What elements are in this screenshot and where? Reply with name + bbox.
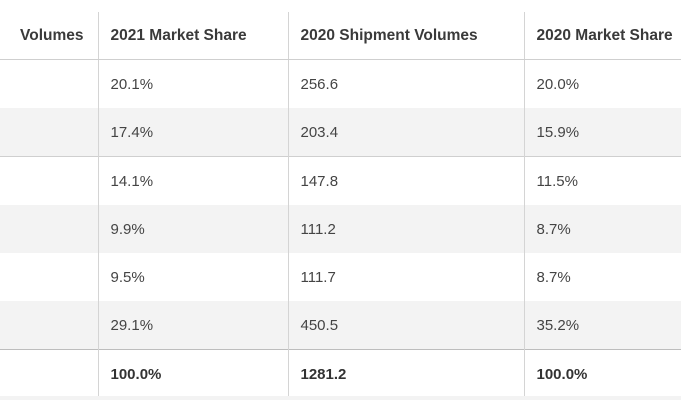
- table-row: 20.1% 256.6 20.0%: [0, 59, 681, 109]
- header-market-share-2020: 2020 Market Share: [523, 12, 681, 60]
- cell-share-2020: 8.7%: [523, 253, 681, 301]
- header-row: Volumes 2021 Market Share 2020 Shipment …: [0, 12, 681, 60]
- cell-volumes: [0, 108, 98, 157]
- bottom-strip: [0, 396, 681, 400]
- table-row: 17.4% 203.4 15.9%: [0, 108, 681, 157]
- total-volumes: [0, 349, 98, 398]
- cell-volumes: [0, 156, 98, 205]
- total-share-2021: 100.0%: [97, 349, 288, 398]
- cell-share-2021: 17.4%: [97, 108, 288, 157]
- cell-volume-2020: 111.2: [287, 205, 524, 253]
- cell-share-2021: 9.5%: [97, 253, 288, 301]
- table-header: Volumes 2021 Market Share 2020 Shipment …: [0, 12, 681, 60]
- cell-share-2021: 14.1%: [97, 156, 288, 205]
- table-row: 9.5% 111.7 8.7%: [0, 253, 681, 301]
- cell-share-2021: 9.9%: [97, 205, 288, 253]
- cell-volume-2020: 450.5: [287, 301, 524, 350]
- cell-volume-2020: 147.8: [287, 156, 524, 205]
- cell-share-2020: 15.9%: [523, 108, 681, 157]
- cell-volumes: [0, 205, 98, 253]
- table-row: 29.1% 450.5 35.2%: [0, 301, 681, 350]
- cell-share-2021: 20.1%: [97, 59, 288, 108]
- table-body: 20.1% 256.6 20.0% 17.4% 203.4 15.9% 14.1…: [0, 59, 681, 398]
- cell-volume-2020: 256.6: [287, 59, 524, 108]
- cell-share-2020: 11.5%: [523, 156, 681, 205]
- cell-volumes: [0, 253, 98, 301]
- market-share-table: Volumes 2021 Market Share 2020 Shipment …: [0, 12, 681, 398]
- table-row: 9.9% 111.2 8.7%: [0, 205, 681, 253]
- cell-share-2020: 8.7%: [523, 205, 681, 253]
- cell-volumes: [0, 60, 98, 109]
- cell-volume-2020: 203.4: [287, 108, 524, 157]
- header-market-share-2021: 2021 Market Share: [97, 12, 288, 60]
- header-shipment-volumes-2021: Volumes: [0, 12, 98, 60]
- table-row: 14.1% 147.8 11.5%: [0, 156, 681, 205]
- total-row: 100.0% 1281.2 100.0%: [0, 349, 681, 398]
- cell-volumes: [0, 301, 98, 350]
- total-volume-2020: 1281.2: [287, 349, 524, 398]
- cell-volume-2020: 111.7: [287, 253, 524, 301]
- total-share-2020: 100.0%: [523, 349, 681, 398]
- header-shipment-volumes-2020: 2020 Shipment Volumes: [287, 12, 524, 60]
- cell-share-2020: 20.0%: [523, 59, 681, 108]
- cell-share-2020: 35.2%: [523, 301, 681, 350]
- cell-share-2021: 29.1%: [97, 301, 288, 350]
